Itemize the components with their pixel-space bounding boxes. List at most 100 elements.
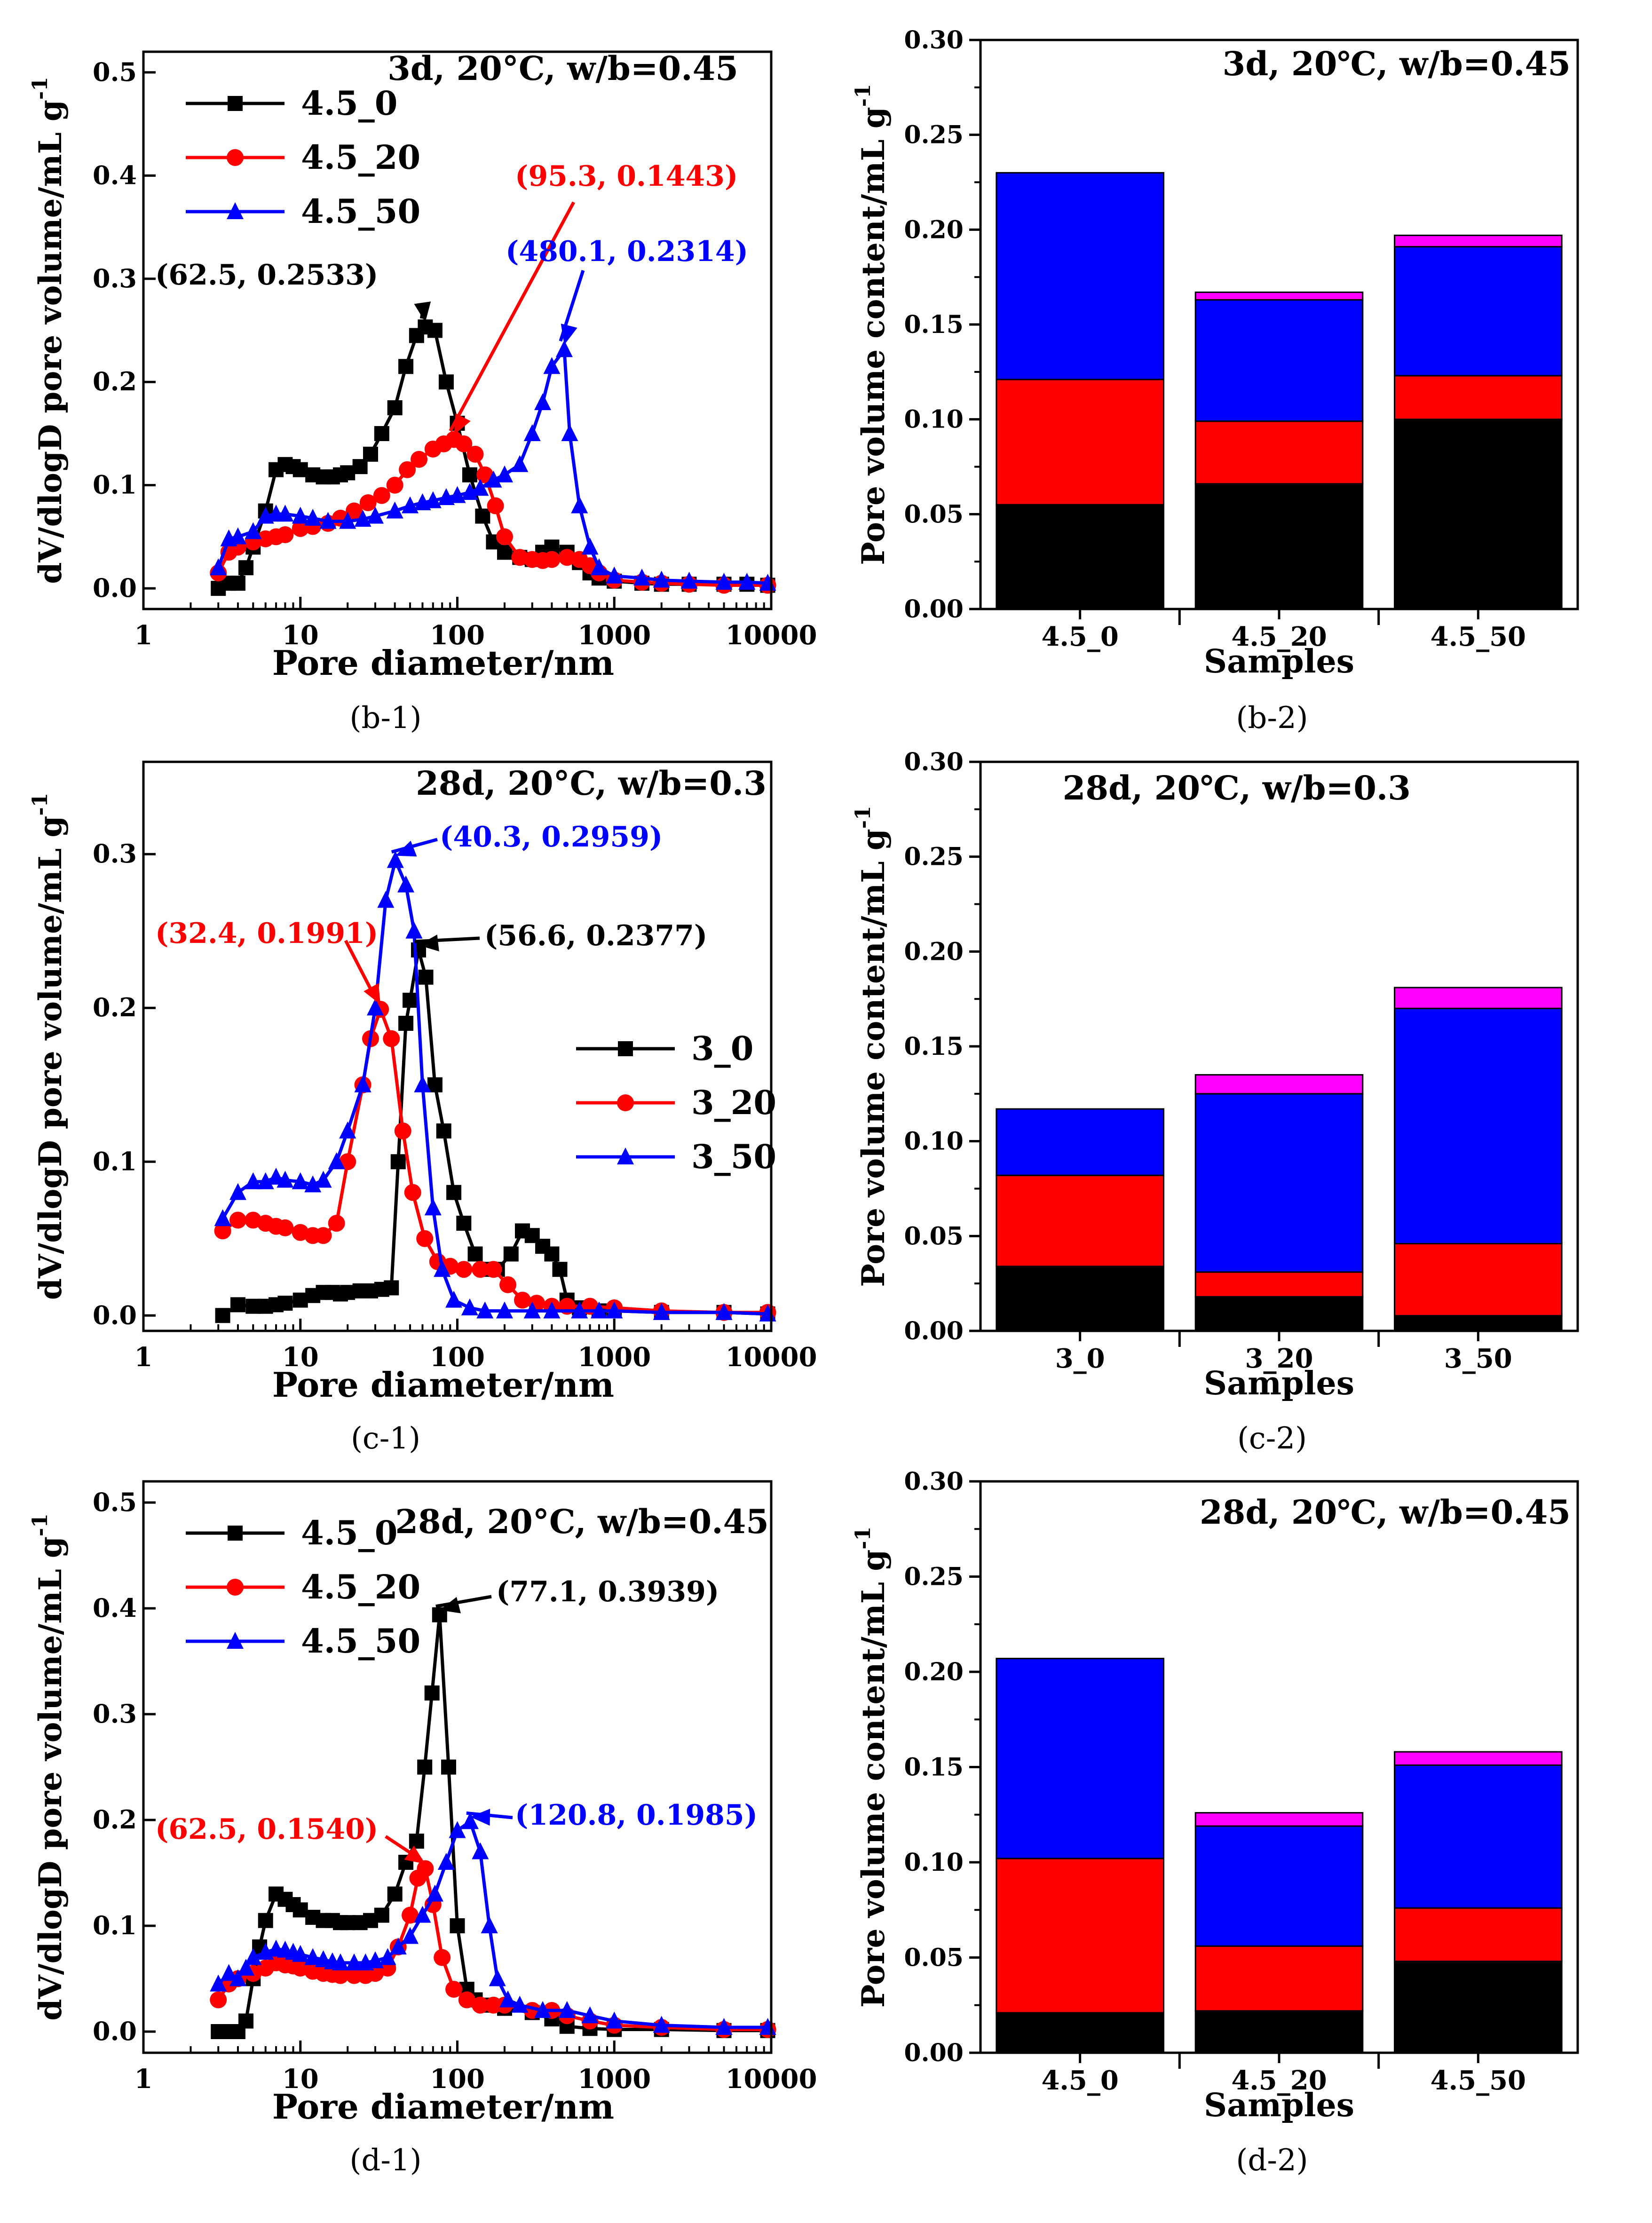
y-tick-label: 0.1 — [93, 470, 137, 500]
data-point-3_0 — [456, 1216, 472, 1231]
x-tick-label: 10000 — [726, 620, 817, 651]
data-point-4.5_0 — [497, 545, 512, 560]
legend-marker-3_0 — [618, 1041, 633, 1056]
bar-stack-4.5_20 — [1194, 291, 1364, 610]
data-point-3_20 — [383, 1030, 400, 1047]
data-point-4.5_50 — [590, 558, 608, 576]
data-point-3_20 — [455, 1261, 473, 1278]
data-point-4.5_50 — [606, 566, 623, 584]
peak-annotation: (480.1, 0.2314) — [506, 235, 748, 345]
data-point-3_0 — [403, 992, 418, 1008]
data-point-4.5_20 — [411, 451, 428, 468]
plot-frame — [142, 50, 773, 610]
y-tick-label: 0.1 — [93, 1910, 137, 1940]
panel-b-1-line-chart: 1 10 100 1000 10000 0.0 0.1 0.2 0.3 0.4 0.5 3d, 20°… — [28, 49, 817, 736]
legend-marker-4.5_0 — [228, 1526, 243, 1541]
legend-marker-4.5_20 — [227, 149, 244, 166]
bar-segment-0 — [996, 504, 1164, 610]
x-tick-label: 3_0 — [1055, 1343, 1105, 1374]
x-tick-label: 1000 — [577, 620, 651, 651]
y-tick-label: 0.15 — [904, 310, 964, 339]
bar-segment-2 — [1194, 1825, 1364, 1947]
panel-d-1-line-chart: 1 10 100 1000 10000 0.0 0.1 0.2 0.3 0.4 0.5 28d, 20… — [28, 1480, 817, 2178]
data-point-4.5_20 — [434, 1949, 451, 1966]
x-axis-label: Pore diameter/nm — [272, 643, 614, 683]
data-point-3_0 — [436, 1123, 451, 1139]
bar-segment-1 — [1194, 1271, 1364, 1297]
data-point-3_20 — [315, 1227, 332, 1244]
data-point-4.5_0 — [475, 508, 490, 524]
y-tick-label: 0.05 — [904, 1944, 964, 1972]
data-point-4.5_50 — [402, 1927, 419, 1944]
data-point-4.5_0 — [230, 576, 245, 591]
data-point-3_50 — [377, 891, 395, 908]
bar-stack-4.5_0 — [996, 1658, 1164, 2054]
bar-segment-3 — [1394, 234, 1563, 248]
x-axis-label: Pore diameter/nm — [272, 1365, 614, 1405]
data-point-4.5_50 — [386, 501, 403, 519]
series-4.5_50 — [210, 340, 776, 591]
y-tick-label: 0.5 — [93, 1487, 137, 1517]
data-point-4.5_50 — [292, 506, 309, 524]
data-point-4.5_50 — [426, 1884, 443, 1902]
legend-label-4.5_0: 4.5_0 — [301, 84, 398, 123]
y-axis-label-superscript: -1 — [851, 84, 875, 107]
data-point-3_0 — [277, 1296, 293, 1311]
data-point-4.5_0 — [238, 2013, 254, 2029]
panel-caption: (b-2) — [1236, 701, 1308, 736]
annotation-arrow-head — [439, 1597, 461, 1614]
bar-segment-2 — [996, 172, 1164, 380]
data-point-4.5_50 — [229, 527, 246, 545]
legend-label-3_0: 3_0 — [691, 1029, 753, 1068]
plot-frame — [979, 760, 1579, 1332]
y-tick-label: 0.30 — [904, 26, 964, 55]
data-point-4.5_0 — [427, 323, 443, 338]
panel-b-2-stacked-bar-chart: 4.5_0 4.5_20 4.5_50 0.00 0.05 0.10 0.15 0.20 0.2… — [851, 26, 1579, 736]
x-axis-label: Samples — [1204, 2087, 1354, 2124]
plot-frame — [979, 1480, 1579, 2054]
data-point-4.5_50 — [245, 522, 262, 539]
data-point-3_50 — [292, 1172, 309, 1189]
y-tick-label: 0.10 — [904, 405, 964, 434]
y-tick-label: 0.25 — [904, 121, 964, 150]
data-point-3_20 — [339, 1153, 356, 1171]
data-point-4.5_0 — [387, 400, 403, 416]
y-axis-label-superscript: -1 — [28, 793, 52, 816]
y-tick-label: 0.1 — [93, 1146, 137, 1176]
y-axis-label: dV/dlogD pore volume/mL g-1 — [28, 793, 69, 1300]
y-axis-label-text: dV/dlogD pore volume/mL g — [32, 816, 69, 1300]
data-point-3_50 — [304, 1175, 322, 1193]
data-point-4.5_0 — [438, 374, 454, 390]
data-point-4.5_50 — [229, 1969, 246, 1986]
peak-annotation: (56.6, 0.2377) — [414, 919, 707, 952]
data-point-4.5_20 — [332, 1967, 349, 1984]
y-tick-label: 0.30 — [904, 748, 964, 776]
bar-segment-1 — [1394, 1907, 1563, 1962]
data-point-4.5_50 — [561, 424, 578, 441]
data-point-3_20 — [394, 1122, 411, 1139]
data-point-4.5_50 — [379, 1948, 396, 1965]
data-point-3_50 — [461, 1298, 478, 1315]
data-point-4.5_20 — [359, 494, 377, 511]
data-point-3_20 — [416, 1230, 434, 1247]
data-point-3_50 — [214, 1209, 231, 1226]
data-point-3_50 — [245, 1172, 262, 1189]
annotation-arrow-head — [454, 413, 471, 435]
y-tick-label: 0.0 — [93, 1300, 137, 1330]
annotation-label: (56.6, 0.2377) — [484, 919, 707, 952]
data-point-4.5_20 — [399, 461, 416, 478]
annotation-arrow-head — [419, 934, 439, 952]
bar-segment-0 — [1394, 1315, 1563, 1332]
data-point-4.5_20 — [402, 1907, 419, 1924]
data-point-4.5_20 — [487, 497, 504, 514]
data-point-4.5_50 — [606, 2011, 623, 2029]
data-point-3_20 — [514, 1291, 531, 1309]
data-point-4.5_50 — [402, 496, 419, 514]
data-point-3_0 — [384, 1280, 399, 1296]
data-point-4.5_50 — [633, 569, 651, 586]
y-tick-label: 0.4 — [93, 1593, 137, 1623]
y-axis-label: dV/dlogD pore volume/mL g-1 — [28, 1513, 69, 2021]
x-tick-label: 1000 — [577, 2064, 651, 2095]
legend-label-4.5_50: 4.5_50 — [301, 1622, 420, 1661]
